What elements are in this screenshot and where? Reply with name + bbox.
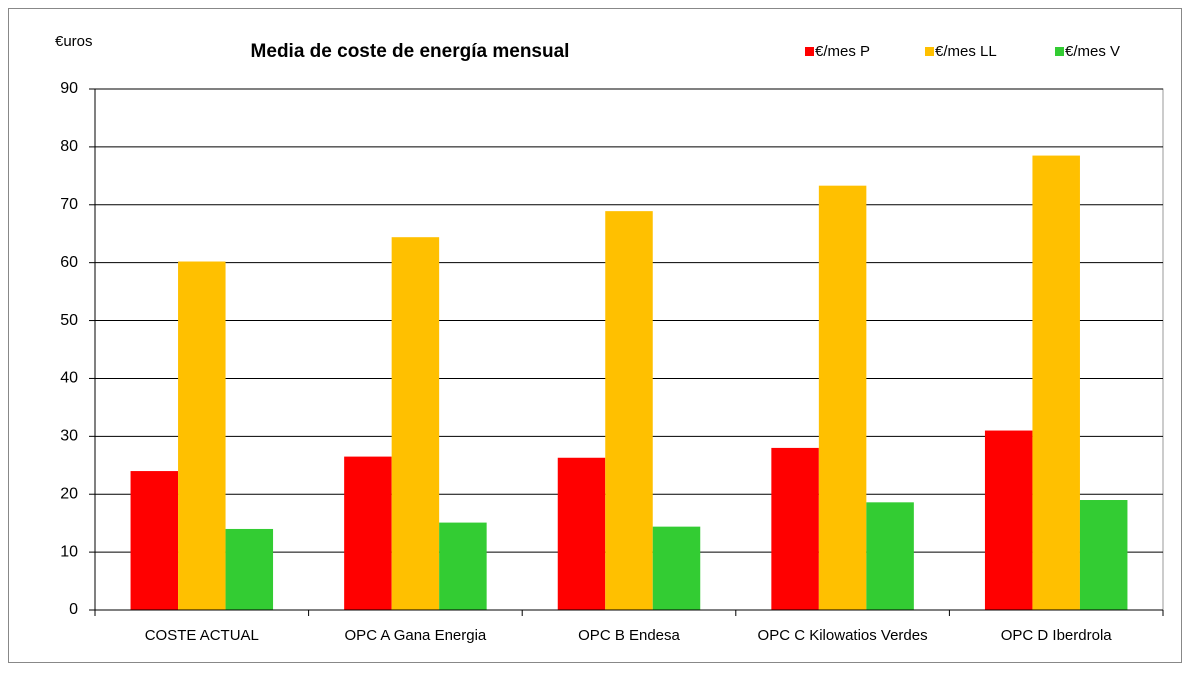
legend-label: €/mes V [1065, 43, 1120, 60]
y-tick-label: 30 [60, 428, 78, 445]
bar [984, 430, 1033, 610]
bar [1032, 155, 1080, 611]
bar [866, 502, 914, 610]
legend-swatch [1055, 47, 1064, 56]
y-tick-label: 60 [60, 254, 78, 271]
x-tick-label: OPC C Kilowatios Verdes [758, 627, 928, 644]
y-tick-label: 70 [60, 196, 78, 213]
y-tick-label: 40 [60, 370, 78, 387]
x-tick-label: OPC D Iberdrola [1001, 627, 1113, 644]
bar [344, 456, 392, 610]
y-tick-label: 10 [60, 543, 78, 560]
bar [1079, 500, 1128, 610]
x-tick-label: COSTE ACTUAL [145, 627, 259, 644]
bar [225, 528, 274, 610]
bar [605, 211, 653, 610]
y-axis-label: €uros [55, 33, 93, 50]
bar [130, 471, 179, 610]
legend-label: €/mes P [815, 43, 870, 60]
x-tick-label: OPC B Endesa [578, 627, 680, 644]
bar [439, 522, 487, 610]
legend-swatch [805, 47, 814, 56]
chart-title: Media de coste de energía mensual [251, 41, 570, 62]
y-tick-label: 20 [60, 485, 78, 502]
legend-label: €/mes LL [935, 43, 997, 60]
legend-swatch [925, 47, 934, 56]
bar [652, 526, 701, 610]
bar [178, 261, 226, 610]
bar [391, 237, 440, 610]
y-tick-label: 80 [60, 138, 78, 155]
bar [818, 185, 867, 610]
bar [557, 457, 606, 610]
bar [771, 447, 819, 610]
y-tick-label: 50 [60, 312, 78, 329]
y-tick-label: 90 [60, 80, 78, 97]
y-tick-label: 0 [69, 601, 78, 618]
x-tick-label: OPC A Gana Energia [345, 627, 487, 644]
